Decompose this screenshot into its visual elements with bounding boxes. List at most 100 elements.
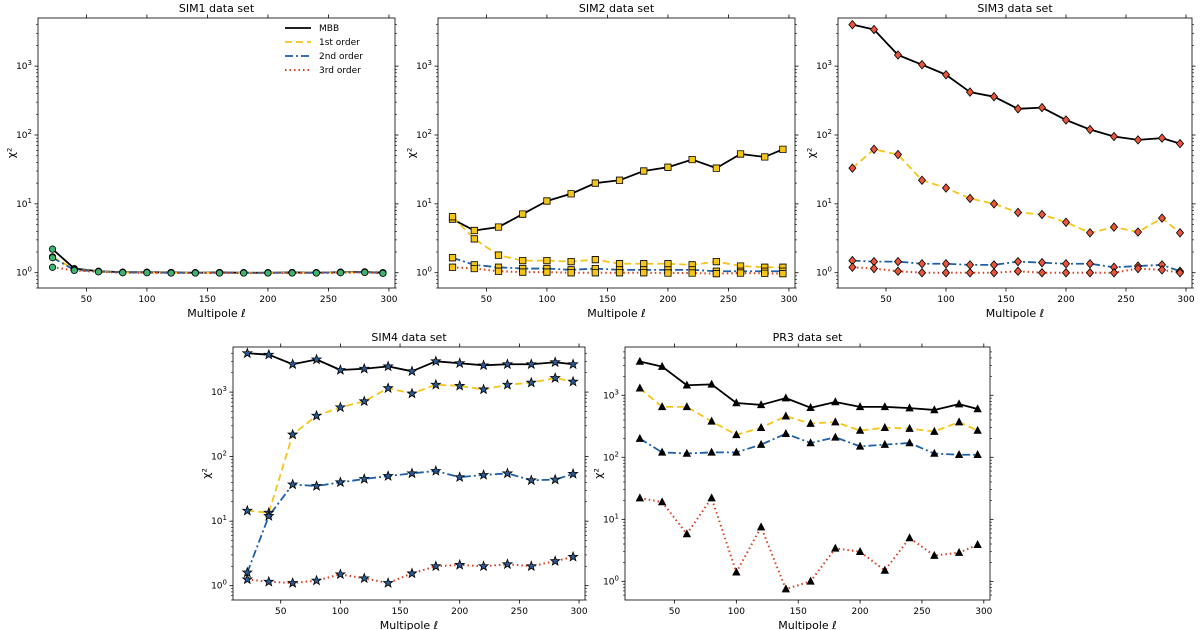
- x-axis-label: Multipole ℓ: [380, 619, 438, 630]
- data-point: [48, 254, 57, 262]
- tick-exponent: 2: [828, 128, 832, 136]
- data-point: [1037, 257, 1047, 268]
- x-tick-label: 100: [728, 607, 745, 617]
- data-point: [615, 176, 624, 184]
- data-point: [143, 269, 151, 277]
- data-point: [688, 269, 696, 277]
- y-tick-label: 102: [416, 128, 432, 141]
- y-axis-label: χ²: [200, 468, 213, 479]
- x-tick-label: 50: [669, 607, 681, 617]
- x-axis-label: Multipole ℓ: [986, 307, 1044, 320]
- data-point: [989, 199, 999, 209]
- tick-base: 10: [416, 269, 428, 279]
- x-tick-label: 150: [391, 607, 408, 617]
- legend-label: 1st order: [319, 38, 360, 48]
- data-point: [334, 476, 347, 488]
- x-axis-label: Multipole ℓ: [187, 307, 245, 320]
- tick-base: 10: [603, 515, 615, 525]
- data-point: [736, 150, 745, 158]
- tick-base: 10: [16, 200, 28, 210]
- x-tick-label: 150: [790, 607, 807, 617]
- y-tick-label: 102: [211, 450, 227, 463]
- data-point: [779, 145, 787, 153]
- data-point: [664, 269, 672, 277]
- data-point: [1037, 267, 1047, 278]
- data-point: [567, 258, 575, 266]
- y-tick-label: 101: [603, 512, 619, 525]
- data-point: [640, 167, 648, 175]
- x-tick-label: 200: [451, 607, 468, 617]
- data-point: [707, 416, 716, 425]
- data-point: [549, 473, 561, 485]
- y-tick-label: 103: [816, 59, 832, 72]
- data-point: [382, 382, 394, 394]
- data-point: [756, 400, 766, 409]
- data-point: [941, 183, 951, 193]
- tick-base: 10: [211, 582, 223, 592]
- data-point: [525, 376, 537, 388]
- data-point: [893, 256, 903, 267]
- data-point: [525, 560, 537, 572]
- data-point: [965, 193, 975, 204]
- data-point: [806, 418, 815, 427]
- data-point: [954, 547, 964, 556]
- data-point: [263, 575, 275, 587]
- data-point: [454, 558, 466, 570]
- data-point: [732, 430, 741, 439]
- axes-frame: [37, 17, 396, 289]
- series-line-1st-order: [247, 377, 574, 514]
- data-point: [1061, 217, 1071, 228]
- data-point: [519, 210, 527, 218]
- data-point: [635, 383, 645, 392]
- data-point: [501, 358, 514, 370]
- data-point: [288, 269, 296, 277]
- x-axis-label: Multipole ℓ: [587, 307, 645, 320]
- series-line-3rd-order: [639, 497, 979, 591]
- tick-exponent: 2: [28, 128, 32, 136]
- y-tick-label: 101: [16, 197, 32, 210]
- data-point: [1133, 263, 1143, 274]
- series-line-mbb: [51, 248, 383, 274]
- data-point: [688, 155, 696, 164]
- tick-base: 10: [416, 200, 428, 210]
- data-point: [567, 467, 579, 479]
- x-tick-label: 300: [780, 295, 797, 305]
- x-tick-label: 200: [259, 295, 276, 305]
- data-point: [358, 362, 370, 374]
- tick-base: 10: [416, 62, 428, 72]
- data-point: [869, 263, 879, 274]
- data-point: [358, 572, 370, 584]
- data-point: [448, 213, 457, 221]
- legend-label: 3rd order: [319, 66, 361, 76]
- y-tick-label: 102: [816, 128, 832, 141]
- data-point: [880, 402, 890, 411]
- data-point: [312, 269, 320, 277]
- tick-exponent: 1: [28, 197, 32, 205]
- data-point: [1109, 267, 1119, 278]
- y-axis-label: χ²: [5, 148, 18, 159]
- tick-base: 10: [603, 453, 615, 463]
- data-point: [494, 267, 503, 275]
- data-point: [615, 260, 624, 268]
- y-axis-label: χ²: [805, 148, 818, 159]
- data-point: [831, 417, 840, 426]
- x-tick-label: 300: [380, 295, 397, 305]
- x-tick-label: 200: [1057, 295, 1074, 305]
- data-point: [973, 539, 982, 548]
- data-point: [1013, 256, 1023, 267]
- data-point: [501, 467, 514, 479]
- data-point: [930, 550, 939, 559]
- data-point: [48, 245, 57, 253]
- data-point: [973, 404, 982, 413]
- y-tick-label: 103: [16, 59, 32, 72]
- data-point: [406, 567, 418, 579]
- tick-base: 10: [211, 517, 223, 527]
- y-axis-label: χ²: [405, 148, 418, 159]
- data-point: [781, 429, 791, 437]
- data-point: [448, 263, 457, 271]
- data-point: [905, 533, 914, 542]
- data-point: [941, 267, 951, 278]
